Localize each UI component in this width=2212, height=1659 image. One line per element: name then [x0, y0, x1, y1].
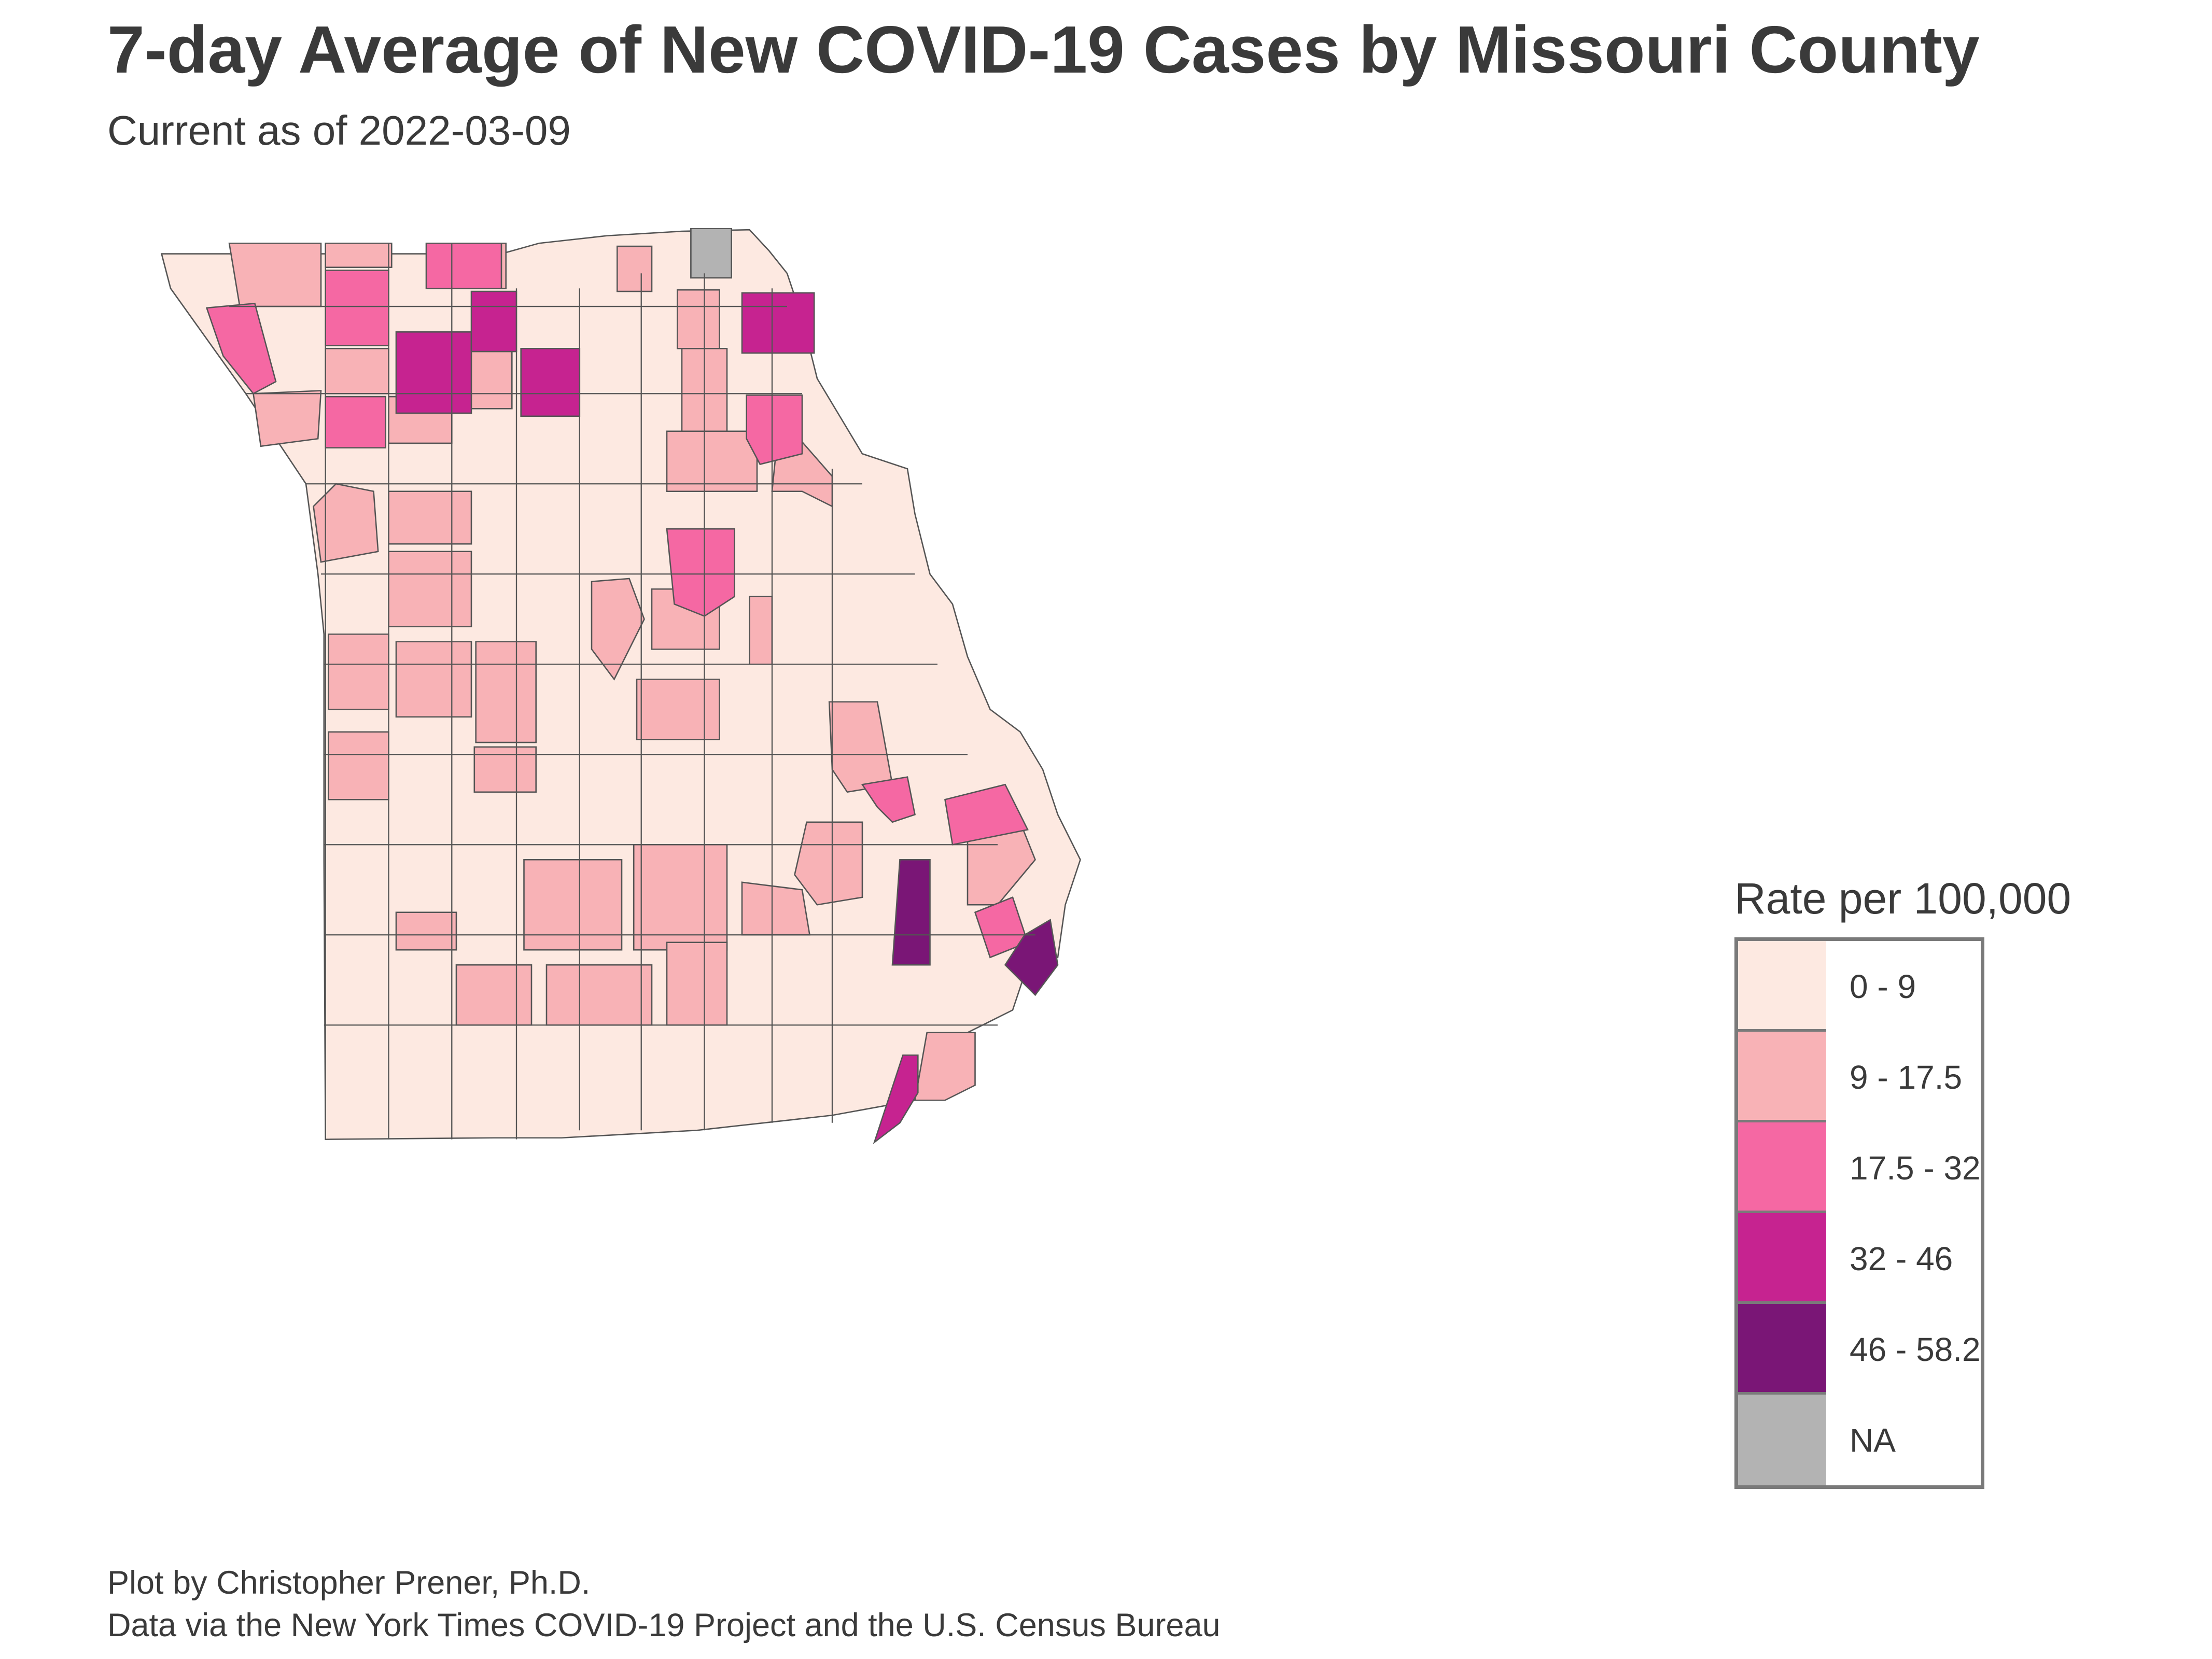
county — [328, 633, 389, 710]
county — [395, 331, 472, 414]
county — [741, 881, 811, 936]
legend-swatch — [1738, 1395, 1826, 1485]
county — [666, 430, 758, 493]
caption: Plot by Christopher Prener, Ph.D. Data v… — [107, 1562, 1221, 1647]
county — [455, 964, 533, 1026]
county — [891, 859, 931, 966]
county — [1004, 919, 1059, 996]
county — [666, 941, 728, 1026]
legend-item: 0 - 9 — [1738, 941, 1981, 1032]
county — [228, 242, 322, 307]
county — [253, 390, 322, 447]
legend-label: 0 - 9 — [1850, 967, 1916, 1005]
legend-key: 0 - 9 9 - 17.5 17.5 - 32 32 - 46 46 - 58… — [1734, 937, 1984, 1489]
county — [523, 859, 623, 951]
county — [325, 242, 393, 268]
legend-item: NA — [1738, 1395, 1981, 1485]
legend-label: 46 - 58.2 — [1850, 1330, 1981, 1368]
county — [676, 289, 720, 349]
county — [313, 483, 379, 563]
caption-source: Data via the New York Times COVID-19 Pro… — [107, 1607, 1221, 1643]
legend-swatch — [1738, 1304, 1826, 1395]
county-polygons — [160, 228, 1081, 1145]
county — [741, 292, 815, 354]
county — [794, 821, 863, 906]
county — [325, 270, 389, 346]
legend-swatch — [1738, 1213, 1826, 1304]
caption-author: Plot by Christopher Prener, Ph.D. — [107, 1565, 591, 1601]
county — [666, 528, 735, 617]
county — [861, 776, 916, 823]
county — [205, 302, 277, 395]
legend-swatch — [1738, 941, 1826, 1032]
state-outline — [160, 229, 1081, 1140]
map-title: 7-day Average of New COVID-19 Cases by M… — [107, 12, 1980, 87]
county — [328, 731, 389, 800]
legend-item: 46 - 58.2 — [1738, 1304, 1981, 1395]
county — [545, 964, 653, 1026]
county — [425, 242, 502, 289]
county — [690, 228, 733, 279]
county — [325, 347, 389, 395]
county-grid-lines — [229, 243, 1035, 1140]
legend-item: 17.5 - 32 — [1738, 1122, 1981, 1213]
county — [520, 347, 581, 417]
county — [395, 911, 457, 951]
legend: Rate per 100,000 0 - 9 9 - 17.5 17.5 - 3… — [1734, 874, 2071, 1489]
county — [325, 396, 387, 448]
legend-label: 32 - 46 — [1850, 1240, 1953, 1277]
legend-title: Rate per 100,000 — [1734, 874, 2071, 923]
county — [388, 551, 472, 628]
legend-item: 32 - 46 — [1738, 1213, 1981, 1304]
county — [475, 641, 537, 743]
county — [616, 245, 653, 292]
county — [473, 746, 537, 793]
legend-swatch — [1738, 1122, 1826, 1213]
county — [591, 578, 645, 681]
county — [470, 290, 517, 353]
county — [636, 678, 720, 740]
county — [746, 394, 803, 466]
county — [633, 843, 728, 951]
county — [944, 783, 1029, 846]
legend-label: 9 - 17.5 — [1850, 1058, 1963, 1096]
legend-item: 9 - 17.5 — [1738, 1032, 1981, 1122]
legend-label: 17.5 - 32 — [1850, 1149, 1981, 1187]
legend-label: NA — [1850, 1421, 1896, 1459]
county — [873, 1054, 919, 1145]
missouri-county-map — [160, 228, 1081, 1145]
county — [388, 490, 472, 545]
county — [749, 596, 773, 665]
county — [395, 641, 472, 718]
map-subtitle: Current as of 2022-03-09 — [107, 107, 571, 153]
legend-swatch — [1738, 1032, 1826, 1122]
